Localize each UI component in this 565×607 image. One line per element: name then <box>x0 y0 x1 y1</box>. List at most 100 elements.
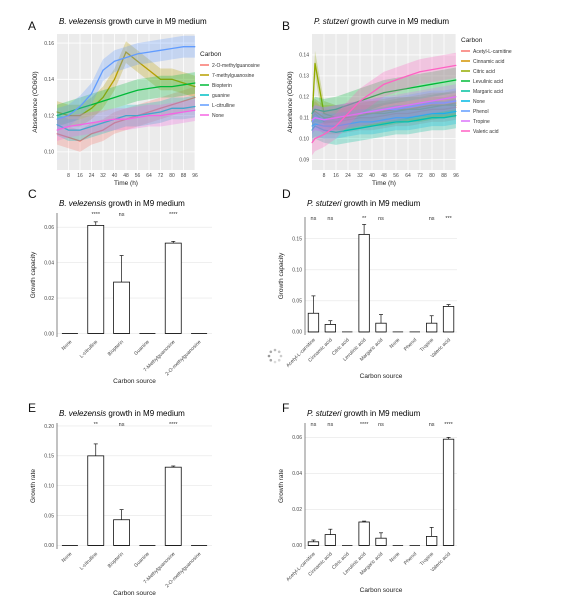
series-point <box>395 121 397 123</box>
series-point <box>455 104 457 106</box>
title-rest: growth in M9 medium <box>342 199 421 208</box>
series-point <box>455 102 457 104</box>
series-point <box>91 93 92 95</box>
series-point <box>419 85 421 87</box>
y-tick-label: 0.10 <box>44 484 54 490</box>
x-tick-label: 40 <box>369 173 375 179</box>
series-point <box>323 119 325 121</box>
bar <box>87 455 105 546</box>
series-point <box>125 115 127 117</box>
panel-title: B. velezensis growth in M9 medium <box>59 409 185 418</box>
series-point <box>359 115 361 117</box>
series-3 <box>56 95 196 141</box>
y-tick-label: 0.15 <box>44 454 54 460</box>
title-rest: growth curve in M9 medium <box>106 17 207 26</box>
legend-entry: Citric acid <box>473 69 495 75</box>
title-rest: growth in M9 medium <box>342 409 421 418</box>
series-line <box>311 106 457 123</box>
series-point <box>383 119 385 121</box>
series-ribbon <box>312 84 456 133</box>
x-tick-label: 8 <box>67 173 70 179</box>
panel-letter-A: A <box>28 19 36 33</box>
x-tick-label: 8 <box>323 173 326 179</box>
series-point <box>371 125 373 127</box>
series-point <box>125 51 127 53</box>
title-rest: growth in M9 medium <box>106 199 185 208</box>
series-point <box>419 102 421 104</box>
series-point <box>323 113 325 115</box>
series-point <box>335 131 337 133</box>
series-point <box>443 66 445 68</box>
series-point <box>311 119 313 121</box>
series-point <box>137 60 138 62</box>
title-rest: growth in M9 medium <box>106 409 185 418</box>
series-point <box>311 121 313 123</box>
series-point <box>395 108 397 110</box>
series-point <box>323 117 325 119</box>
series-point <box>56 124 58 126</box>
y-tick-label: 0.05 <box>292 299 302 305</box>
series-point <box>91 133 92 135</box>
x-tick-label: 16 <box>77 173 83 179</box>
panel-letter-F: F <box>282 401 289 415</box>
series-point <box>371 117 373 119</box>
series-point <box>137 115 138 117</box>
series-point <box>347 117 349 119</box>
x-axis-label: Time (h) <box>372 180 396 187</box>
series-point <box>114 122 115 124</box>
series-point <box>395 106 397 108</box>
series-line <box>311 114 457 133</box>
series-point <box>102 122 104 124</box>
series-point <box>194 106 196 108</box>
x-tick-label: 80 <box>169 173 175 179</box>
series-line <box>311 63 456 122</box>
series-point <box>314 123 316 125</box>
series-point <box>323 121 325 123</box>
bar <box>426 322 438 333</box>
significance-label: ns <box>429 422 435 428</box>
series-3 <box>311 67 457 127</box>
series-point <box>323 110 325 112</box>
bar <box>426 536 438 546</box>
series-point <box>371 92 373 94</box>
y-tick-label: 0.00 <box>292 543 302 549</box>
y-tick-label: 0.14 <box>299 53 309 59</box>
series-point <box>419 110 421 112</box>
legend-title: Carbon <box>461 37 483 44</box>
series-point <box>431 117 433 119</box>
legend-entry: 7-methylguanosine <box>212 73 254 79</box>
series-point <box>314 138 316 140</box>
series-point <box>314 117 316 119</box>
series-point <box>431 102 433 104</box>
series-point <box>323 125 325 127</box>
series-ribbon <box>312 88 456 135</box>
series-point <box>114 78 115 80</box>
series-point <box>91 107 92 109</box>
significance-label: **** <box>169 422 178 428</box>
y-tick-label: 0.16 <box>44 41 54 47</box>
loading-spinner-icon <box>267 348 283 364</box>
series-ribbon <box>57 95 195 141</box>
series-point <box>56 118 58 120</box>
series-point <box>455 100 457 102</box>
series-point <box>91 122 92 124</box>
y-tick-label: 0.10 <box>292 268 302 274</box>
series-point <box>383 92 385 94</box>
series-line <box>311 96 457 121</box>
y-tick-label: 0.10 <box>299 136 309 142</box>
y-tick-label: 0.06 <box>292 435 302 441</box>
significance-label: **** <box>91 212 100 218</box>
y-axis-label: Absorbance (OD600) <box>32 71 39 132</box>
series-point <box>125 118 127 120</box>
y-tick-label: 0.00 <box>44 331 54 337</box>
title-species: B. velezensis <box>59 409 106 418</box>
series-point <box>194 82 196 84</box>
x-tick-label: 32 <box>357 173 363 179</box>
x-tick-label: 64 <box>146 173 152 179</box>
x-tick-label: 64 <box>405 173 411 179</box>
series-5 <box>56 99 196 141</box>
series-point <box>137 116 138 118</box>
title-species: B. velezensis <box>59 199 106 208</box>
series-point <box>171 86 173 88</box>
significance-label: ns <box>327 216 333 222</box>
